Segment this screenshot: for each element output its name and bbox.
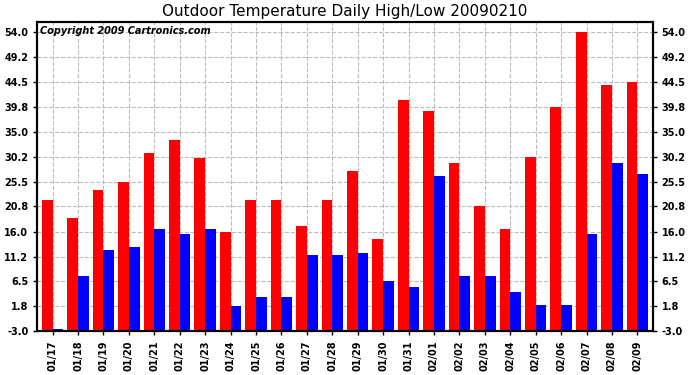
Bar xyxy=(256,297,266,331)
Bar xyxy=(500,229,511,331)
Bar xyxy=(296,226,307,331)
Bar xyxy=(333,255,343,331)
Bar xyxy=(68,218,78,331)
Bar xyxy=(230,306,241,331)
Bar xyxy=(169,140,179,331)
Bar xyxy=(129,247,139,331)
Bar xyxy=(424,111,434,331)
Bar xyxy=(511,292,521,331)
Bar xyxy=(576,32,586,331)
Bar xyxy=(638,174,648,331)
Bar xyxy=(601,85,612,331)
Bar xyxy=(627,82,638,331)
Bar xyxy=(118,182,129,331)
Bar xyxy=(373,239,383,331)
Title: Outdoor Temperature Daily High/Low 20090210: Outdoor Temperature Daily High/Low 20090… xyxy=(162,4,528,19)
Bar xyxy=(561,305,572,331)
Text: Copyright 2009 Cartronics.com: Copyright 2009 Cartronics.com xyxy=(41,26,211,36)
Bar xyxy=(322,200,333,331)
Bar xyxy=(179,234,190,331)
Bar xyxy=(460,276,470,331)
Bar xyxy=(307,255,317,331)
Bar xyxy=(155,229,165,331)
Bar xyxy=(78,276,89,331)
Bar xyxy=(535,305,546,331)
Bar xyxy=(485,276,495,331)
Bar xyxy=(398,100,408,331)
Bar xyxy=(586,234,598,331)
Bar xyxy=(612,164,622,331)
Bar xyxy=(195,158,205,331)
Bar xyxy=(551,107,561,331)
Bar xyxy=(448,164,460,331)
Bar xyxy=(144,153,155,331)
Bar xyxy=(474,206,485,331)
Bar xyxy=(357,252,368,331)
Bar xyxy=(383,281,394,331)
Bar xyxy=(525,157,535,331)
Bar xyxy=(52,328,63,331)
Bar xyxy=(282,297,292,331)
Bar xyxy=(92,190,104,331)
Bar xyxy=(246,200,256,331)
Bar xyxy=(104,250,114,331)
Bar xyxy=(434,177,444,331)
Bar xyxy=(270,200,282,331)
Bar xyxy=(347,171,357,331)
Bar xyxy=(408,286,420,331)
Bar xyxy=(205,229,216,331)
Bar xyxy=(220,231,230,331)
Bar xyxy=(42,200,52,331)
